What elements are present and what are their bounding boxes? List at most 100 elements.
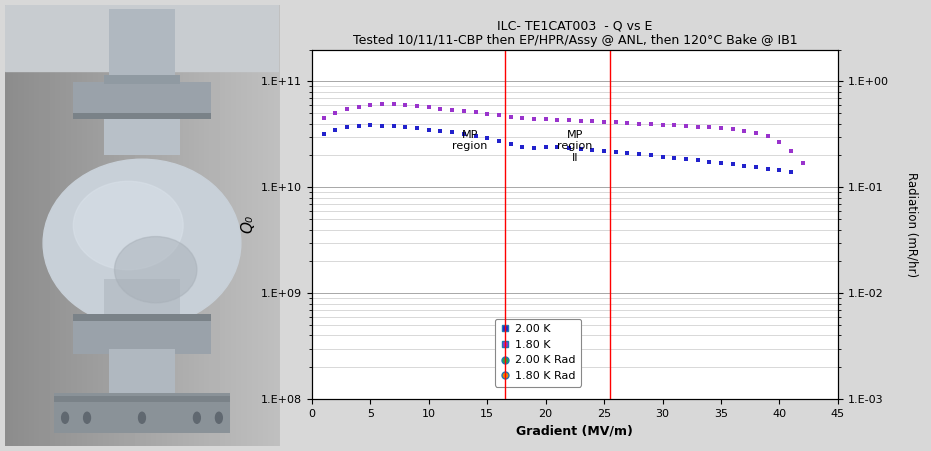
2.00 K [587,147,598,153]
Ellipse shape [115,236,197,303]
1.80 K [692,124,703,129]
1.80 K [739,129,750,134]
1.80 K [668,123,680,128]
Bar [54,393,230,433]
2.00 K [388,124,399,129]
1.80 K [424,105,435,110]
Bar [74,318,210,354]
2.00 K [318,131,330,137]
1.80 K [330,110,341,116]
1.80 K [645,121,656,127]
1.80 K [657,122,668,128]
Ellipse shape [84,412,90,423]
1.80 K [388,101,399,107]
2.00 K [575,147,587,152]
X-axis label: Gradient (MV/m): Gradient (MV/m) [517,424,633,437]
2.00 K [668,155,680,161]
Bar [109,9,175,84]
1.80 K [470,110,481,115]
2.00 K [505,142,516,147]
1.80 K [529,116,540,121]
1.80 K [481,111,492,116]
1.80 K [727,126,738,132]
Y-axis label: Radiation (mR/hr): Radiation (mR/hr) [905,172,918,277]
2.00 K [493,138,505,143]
2.00 K [412,126,423,131]
2.00 K [470,133,481,139]
2.00 K [739,163,750,169]
2.00 K [435,129,446,134]
2.00 K [365,123,376,128]
2.00 K [657,154,668,159]
2.00 K [529,145,540,151]
Y-axis label: Q₀: Q₀ [240,215,255,234]
2.00 K [342,124,353,130]
Ellipse shape [194,412,200,423]
Bar [103,115,181,155]
1.80 K [622,120,633,126]
1.80 K [412,103,423,109]
1.80 K [704,124,715,130]
1.80 K [399,102,411,108]
1.80 K [634,121,645,126]
Ellipse shape [61,412,69,423]
2.00 K [750,165,762,170]
1.80 K [786,148,797,154]
Ellipse shape [74,181,183,270]
1.80 K [599,119,610,124]
1.80 K [774,139,785,144]
1.80 K [681,123,692,129]
Ellipse shape [43,159,241,327]
2.00 K [774,168,785,173]
1.80 K [517,115,528,120]
2.00 K [727,161,738,167]
2.00 K [399,124,411,130]
2.00 K [424,127,435,133]
2.00 K [645,153,656,158]
2.00 K [692,158,703,163]
1.80 K [762,133,774,139]
1.80 K [376,101,387,107]
1.80 K [353,104,364,109]
2.00 K [622,151,633,156]
Line: 1.80 K: 1.80 K [321,102,805,165]
1.80 K [505,114,516,120]
Title: ILC- TE1CAT003  - Q vs E
Tested 10/11/11-CBP then EP/HPR/Assy @ ANL, then 120°C : ILC- TE1CAT003 - Q vs E Tested 10/11/11-… [353,19,797,47]
1.80 K [447,107,458,113]
Text: MP
region: MP region [452,130,487,152]
1.80 K [552,117,563,123]
Text: MP
region
II: MP region II [558,130,592,163]
1.80 K [458,108,469,114]
2.00 K [762,166,774,171]
Bar [74,314,210,321]
Bar [74,113,210,120]
2.00 K [540,145,551,150]
1.80 K [493,113,505,118]
1.80 K [540,116,551,122]
Ellipse shape [139,412,145,423]
Bar [103,279,181,318]
2.00 K [552,144,563,150]
2.00 K [353,123,364,129]
1.80 K [563,118,574,123]
2.00 K [563,145,574,151]
2.00 K [786,169,797,175]
2.00 K [376,123,387,129]
2.00 K [704,159,715,164]
2.00 K [715,160,726,166]
1.80 K [318,115,330,121]
2.00 K [610,149,621,155]
Legend: 2.00 K, 1.80 K, 2.00 K Rad, 1.80 K Rad: 2.00 K, 1.80 K, 2.00 K Rad, 1.80 K Rad [495,319,581,387]
Ellipse shape [215,412,223,423]
1.80 K [435,106,446,111]
1.80 K [610,120,621,125]
1.80 K [797,160,808,166]
2.00 K [330,127,341,133]
1.80 K [342,106,353,112]
2.00 K [634,152,645,157]
Line: 2.00 K: 2.00 K [321,123,793,174]
1.80 K [575,118,587,124]
Bar [74,82,210,120]
2.00 K [481,136,492,141]
1.80 K [715,125,726,130]
